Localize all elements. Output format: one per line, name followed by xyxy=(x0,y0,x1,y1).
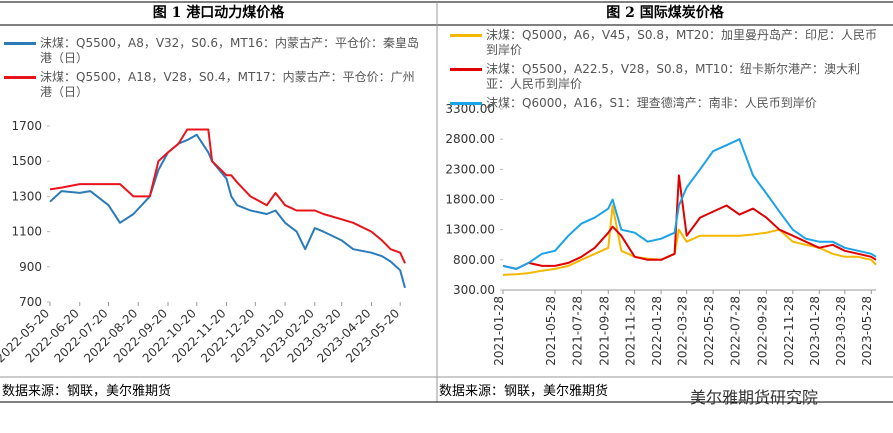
legend-entry: 沫煤：Q5500，A22.5，V28，S0.8，MT10：纽卡斯尔港产：澳大利亚… xyxy=(450,62,880,92)
y-tick-label: 3300.00 xyxy=(445,102,495,116)
x-tick-label: 2022-11-28 xyxy=(782,296,796,366)
legend-swatch xyxy=(4,76,36,79)
x-tick-label: 2021-09-28 xyxy=(597,296,611,366)
x-tick-label: 2022-05-28 xyxy=(702,296,716,366)
source-note: 数据来源：钢联，美尔雅期货 xyxy=(2,384,172,399)
series-line xyxy=(502,174,877,270)
legend-swatch xyxy=(4,42,36,45)
chart-title: 图 1 港口动力煤价格 xyxy=(152,5,285,21)
legend: 沫煤：Q5500，A8，V32，S0.6，MT16：内蒙古产：平仓价：秦皇岛港（… xyxy=(4,36,424,104)
legend-swatch xyxy=(450,34,482,37)
x-tick-label: 2023-03-28 xyxy=(834,296,848,366)
legend-entry: 沫煤：Q6000，A16，S1：理查德湾产：南非：人民币到岸价 xyxy=(450,96,880,111)
legend-entry: 沫煤：Q5500，A8，V32，S0.6，MT16：内蒙古产：平仓价：秦皇岛港（… xyxy=(4,36,424,66)
x-tick-label: 2021-01-28 xyxy=(492,296,506,366)
source-note: 数据来源：钢联，美尔雅期货 xyxy=(439,384,609,399)
x-tick-label: 2022-01-28 xyxy=(650,296,664,366)
y-tick-label: 1100 xyxy=(11,225,42,239)
watermark: 美尔雅期货研究院 xyxy=(690,388,819,407)
x-tick-label: 2022-09-28 xyxy=(755,296,769,366)
legend: 沫煤：Q5000，A6，V45，S0.8，MT20：加里曼丹岛产：印尼：人民币到… xyxy=(450,28,880,115)
legend-entry: 沫煤：Q5500，A18，V28，S0.4，MT17：内蒙古产：平仓价：广州港（… xyxy=(4,70,424,100)
y-tick-label: 1700 xyxy=(11,119,42,133)
y-tick-label: 800.00 xyxy=(453,253,495,267)
x-tick-label: 2022-07-28 xyxy=(729,296,743,366)
y-tick-label: 2300.00 xyxy=(445,162,495,176)
x-tick-label: 2021-05-28 xyxy=(544,296,558,366)
y-tick-label: 300.00 xyxy=(453,283,495,297)
chart-title: 图 2 国际煤炭价格 xyxy=(606,5,724,21)
y-tick-label: 1300.00 xyxy=(445,223,495,237)
series-line xyxy=(49,133,406,289)
x-tick-label: 2022-03-28 xyxy=(676,296,690,366)
y-tick-label: 700 xyxy=(19,295,42,309)
y-tick-label: 1800.00 xyxy=(445,193,495,207)
legend-swatch xyxy=(450,102,482,105)
y-tick-label: 1500 xyxy=(11,154,42,168)
series-line xyxy=(49,128,406,264)
series-line xyxy=(502,138,877,270)
y-tick-label: 1300 xyxy=(11,189,42,203)
x-tick-label: 2021-11-28 xyxy=(624,296,638,366)
x-tick-label: 2023-01-28 xyxy=(808,296,822,366)
y-tick-label: 900 xyxy=(19,260,42,274)
y-tick-label: 2800.00 xyxy=(445,132,495,146)
legend-entry: 沫煤：Q5000，A6，V45，S0.8，MT20：加里曼丹岛产：印尼：人民币到… xyxy=(450,28,880,58)
x-tick-label: 2021-07-28 xyxy=(570,296,584,366)
legend-swatch xyxy=(450,68,482,71)
x-tick-label: 2023-05-28 xyxy=(860,296,874,366)
